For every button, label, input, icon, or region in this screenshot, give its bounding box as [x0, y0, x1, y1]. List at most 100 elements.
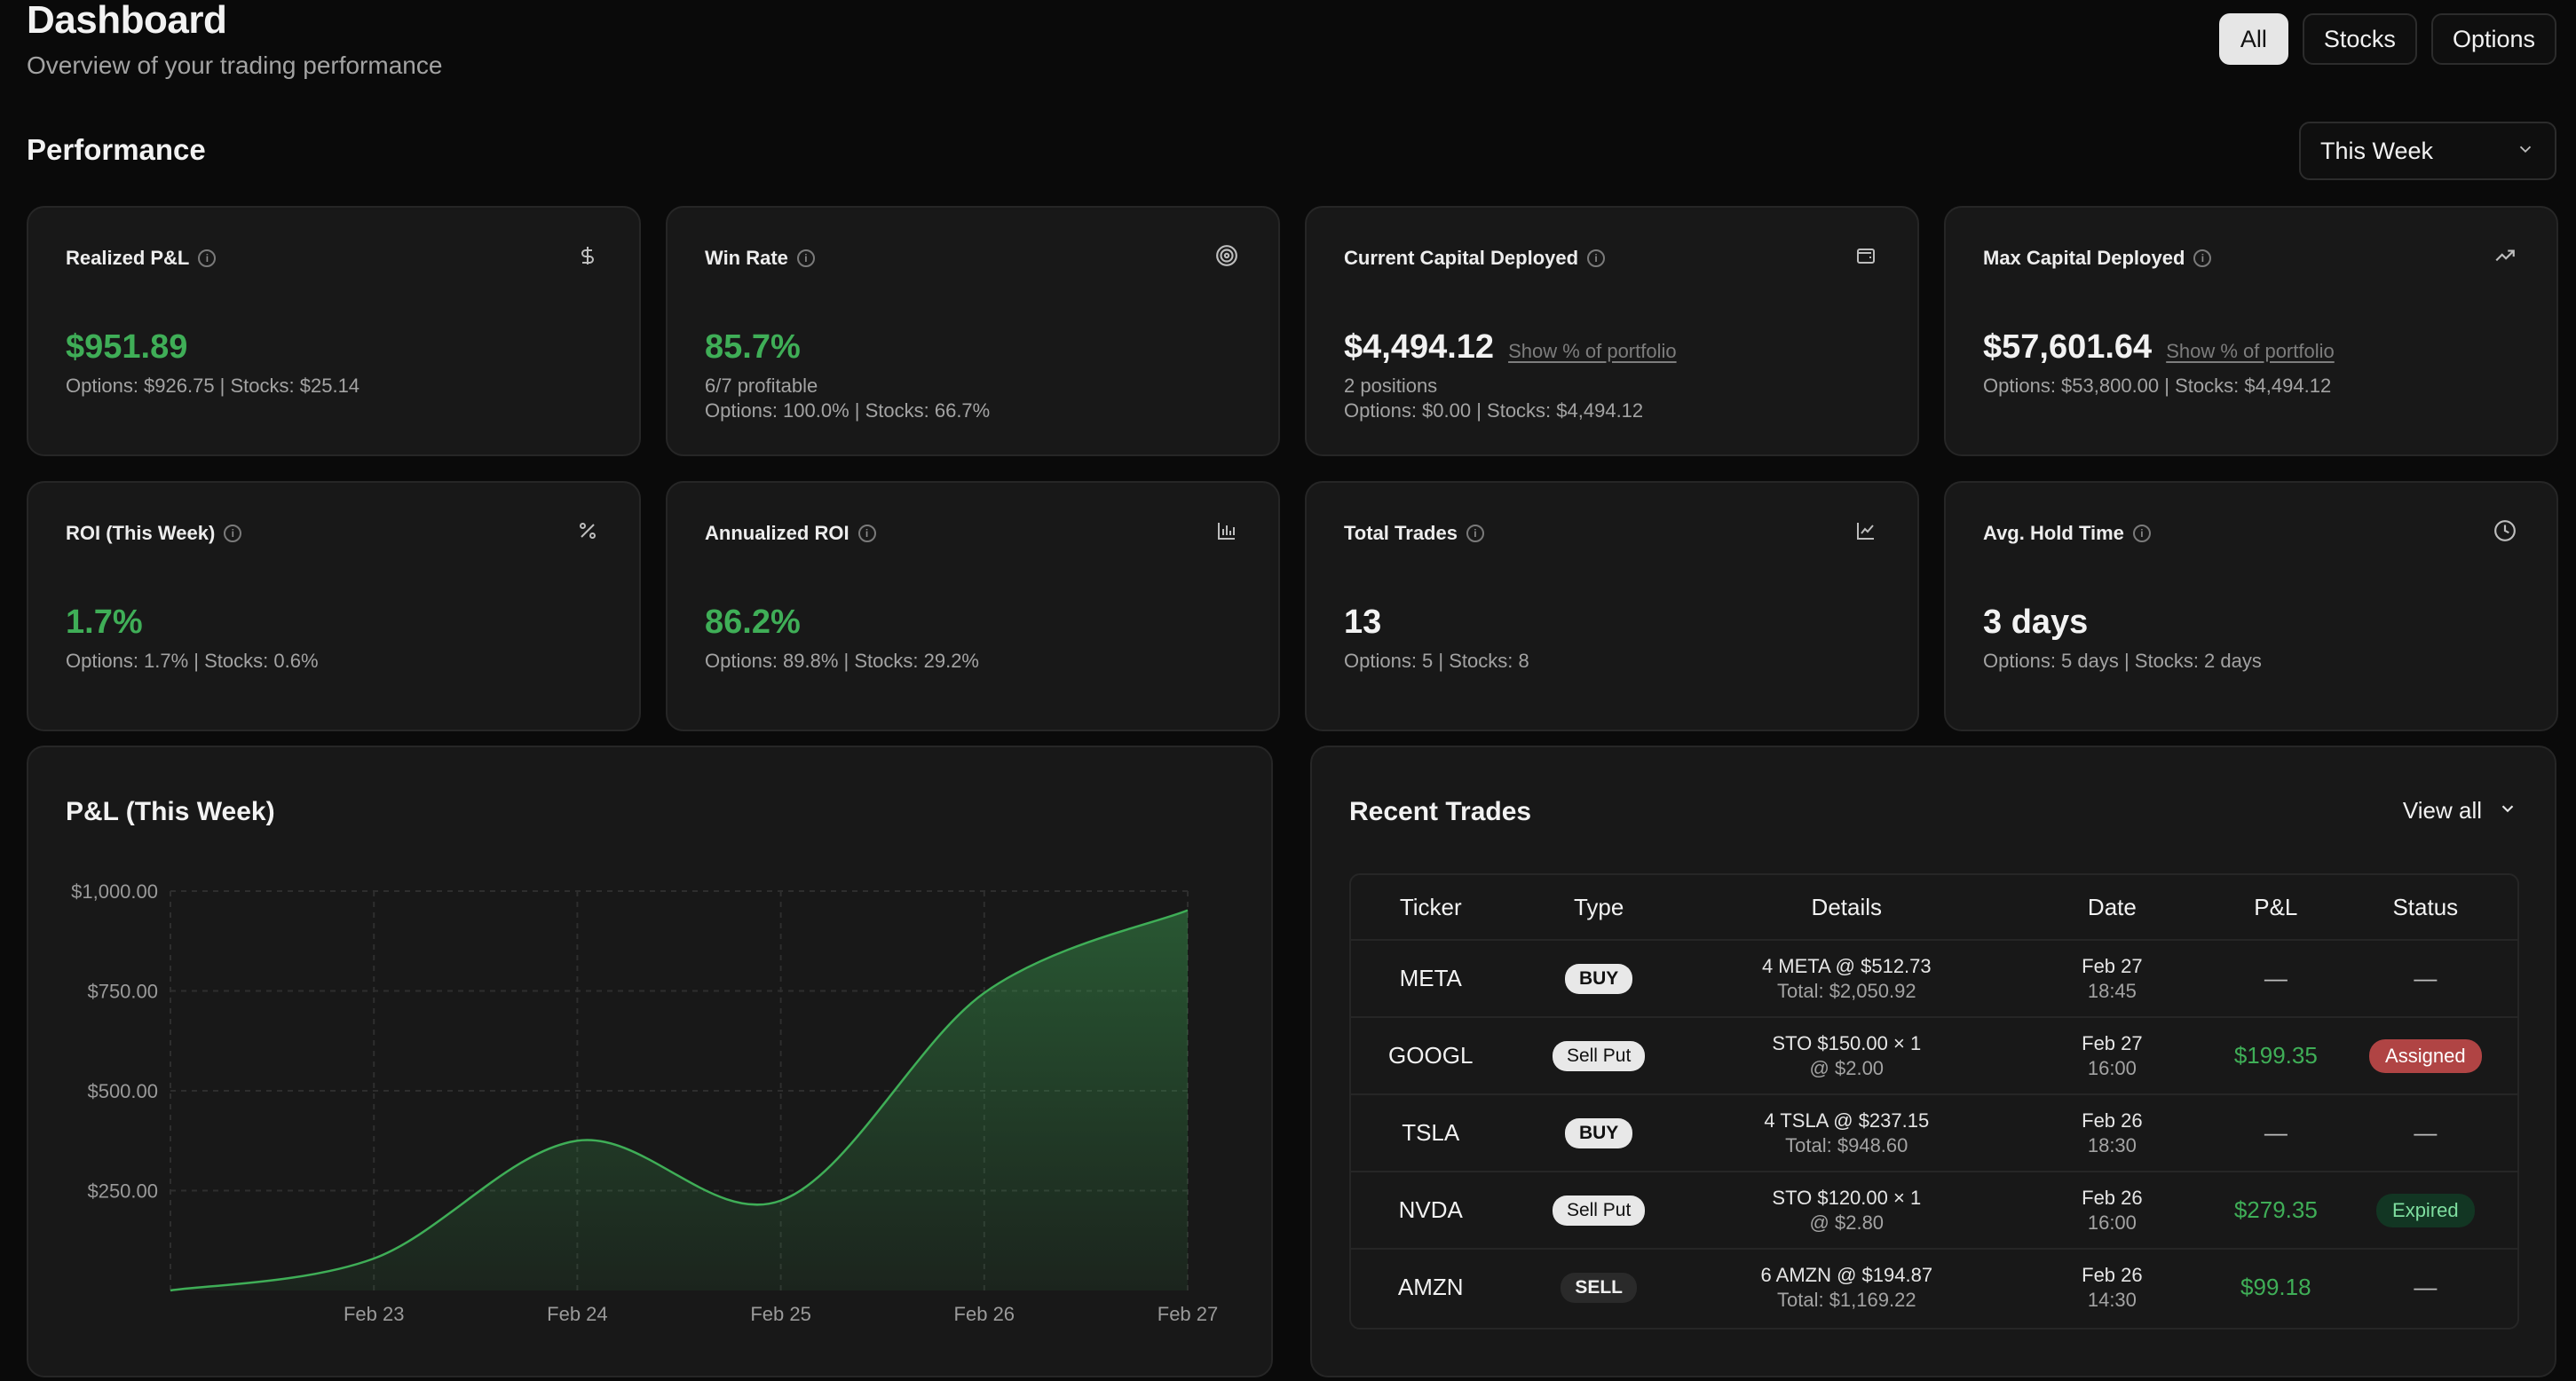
view-all-label: View all [2402, 797, 2482, 824]
trade-date: Feb 26 [2082, 1263, 2143, 1286]
trade-time: 16:00 [2087, 1211, 2137, 1234]
status-cell: — [2414, 965, 2438, 991]
stat-value: $4,494.12 Show % of portfolio [1344, 328, 1677, 366]
wallet-icon [1853, 243, 1878, 268]
x-tick-label: Feb 23 [344, 1303, 405, 1325]
stat-value: 85.7% [705, 328, 801, 366]
pnl-area-fill [170, 910, 1188, 1290]
stat-value: 3 days [1983, 604, 2089, 641]
recent-trades-card: Recent Trades View all Ticker Type Detai… [1310, 746, 2556, 1377]
chart-title: P&L (This Week) [66, 797, 275, 826]
stat-card-roi: ROI (This Week) i 1.7% Options: 1.7% | St… [27, 481, 641, 731]
ticker-cell: TSLA [1402, 1119, 1460, 1146]
pnl-cell: $279.35 [2233, 1196, 2318, 1223]
stat-label: Annualized ROI [705, 522, 849, 544]
info-icon[interactable]: i [857, 525, 876, 542]
stat-breakdown: Options: 5 | Stocks: 8 [1344, 650, 1529, 672]
trade-total: Total: $1,169.22 [1777, 1288, 1916, 1311]
stat-label: Win Rate [705, 247, 788, 269]
show-percent-link[interactable]: Show % of portfolio [1508, 340, 1677, 362]
column-header[interactable]: P&L [2254, 893, 2298, 920]
info-icon[interactable]: i [198, 249, 217, 267]
stat-breakdown: Options: $0.00 | Stocks: $4,494.12 [1344, 399, 1644, 422]
show-percent-link[interactable]: Show % of portfolio [2166, 340, 2335, 362]
trade-time: 14:30 [2087, 1288, 2137, 1311]
filter-all-button[interactable]: All [2218, 13, 2288, 65]
filter-options-button[interactable]: Options [2430, 13, 2556, 65]
stat-breakdown: Options: 89.8% | Stocks: 29.2% [705, 650, 979, 672]
y-tick-label: $1,000.00 [71, 880, 158, 903]
table-row[interactable]: NVDA Sell Put STO $120.00 × 1 @ $2.80 Feb… [1351, 1171, 2517, 1248]
stat-value: $57,601.64 Show % of portfolio [1983, 328, 2335, 366]
info-icon[interactable]: i [1466, 525, 1484, 542]
filter-stocks-button[interactable]: Stocks [2302, 13, 2417, 65]
stat-breakdown: Options: 1.7% | Stocks: 0.6% [66, 650, 319, 672]
info-icon[interactable]: i [224, 525, 242, 542]
stat-label: Avg. Hold Time [1983, 522, 2124, 544]
trade-premium: @ $2.00 [1809, 1056, 1885, 1079]
stat-card-win-rate: Win Rate i 85.7% 6/7 profitable Options: … [666, 206, 1280, 456]
info-icon[interactable]: i [2132, 525, 2151, 542]
y-tick-label: $500.00 [87, 1080, 158, 1102]
column-header[interactable]: Date [2087, 893, 2137, 920]
column-header[interactable]: Status [2392, 893, 2459, 920]
stat-label: Current Capital Deployed [1344, 247, 1579, 269]
view-all-button[interactable]: View all [2403, 797, 2517, 825]
column-header[interactable]: Details [1811, 893, 1883, 920]
status-badge: Expired [2376, 1193, 2475, 1227]
y-tick-label: $250.00 [87, 1180, 158, 1203]
type-badge: SELL [1561, 1272, 1637, 1303]
trade-details: STO $150.00 × 1 [1772, 1031, 1922, 1054]
pnl-area-chart: $250.00 $500.00 $750.00 $1,000.00 Feb 23 Feb … [71, 880, 1219, 1325]
pnl-cell: $99.18 [2240, 1274, 2311, 1300]
stat-card-realized-pnl: Realized P&L i $951.89 Options: $926.75 |… [27, 206, 641, 456]
trade-total: Total: $948.60 [1785, 1133, 1908, 1156]
stat-card-annualized-roi: Annualized ROI i 86.2% Options: 89.8% | S… [666, 481, 1280, 731]
trade-details: STO $120.00 × 1 [1772, 1186, 1922, 1209]
stat-breakdown: Options: 5 days | Stocks: 2 days [1983, 650, 2262, 672]
trades-table: Ticker Type Details Date P&L Status META… [1349, 873, 2519, 1330]
ticker-cell: AMZN [1397, 1274, 1464, 1300]
target-icon [1214, 243, 1239, 268]
table-row[interactable]: TSLA BUY 4 TSLA @ $237.15 Total: $948.60 … [1351, 1093, 2517, 1171]
line-chart-icon [1853, 518, 1878, 543]
stat-value: $951.89 [66, 328, 188, 366]
table-row[interactable]: META BUY 4 META @ $512.73 Total: $2,050.9… [1351, 939, 2517, 1016]
percent-icon [575, 518, 600, 543]
trade-date: Feb 27 [2082, 1031, 2143, 1054]
trending-up-icon [2493, 243, 2517, 268]
status-cell: — [2414, 1119, 2438, 1146]
trade-details: 4 META @ $512.73 [1761, 954, 1932, 977]
trade-date: Feb 27 [2082, 954, 2143, 977]
stat-value: 1.7% [66, 604, 143, 641]
table-header-row: Ticker Type Details Date P&L Status [1351, 875, 2517, 939]
trade-time: 18:45 [2087, 979, 2137, 1002]
type-badge: Sell Put [1552, 1195, 1646, 1226]
table-row[interactable]: GOOGL Sell Put STO $150.00 × 1 @ $2.00 Fe… [1351, 1016, 2517, 1093]
period-select[interactable]: This Week [2299, 122, 2556, 180]
info-icon[interactable]: i [2193, 249, 2212, 267]
table-row[interactable]: AMZN SELL 6 AMZN @ $194.87 Total: $1,169.… [1351, 1248, 2517, 1325]
stat-positions-count: 2 positions [1344, 375, 1438, 397]
column-header[interactable]: Ticker [1399, 893, 1462, 920]
pnl-cell: $199.35 [2233, 1042, 2318, 1069]
stat-label: Realized P&L [66, 247, 190, 269]
page-header: Dashboard Overview of your trading perfo… [27, 0, 442, 80]
stat-label: Total Trades [1344, 522, 1458, 544]
trade-details: 6 AMZN @ $194.87 [1760, 1263, 1933, 1286]
status-badge: Assigned [2369, 1038, 2482, 1073]
info-icon[interactable]: i [1587, 249, 1606, 267]
x-tick-label: Feb 24 [547, 1303, 608, 1325]
x-tick-label: Feb 27 [1158, 1303, 1219, 1325]
chevron-down-icon [2516, 138, 2535, 165]
trade-premium: @ $2.80 [1809, 1211, 1885, 1234]
info-icon[interactable]: i [796, 249, 815, 267]
stat-card-current-capital: Current Capital Deployed i $4,494.12 Show … [1305, 206, 1919, 456]
column-header[interactable]: Type [1573, 893, 1624, 920]
stat-breakdown: Options: 100.0% | Stocks: 66.7% [705, 399, 991, 422]
trade-time: 16:00 [2087, 1056, 2137, 1079]
page-title: Dashboard [27, 0, 227, 42]
trade-date: Feb 26 [2082, 1186, 2143, 1209]
pnl-cell: — [2264, 1119, 2288, 1146]
status-cell: — [2414, 1274, 2438, 1300]
